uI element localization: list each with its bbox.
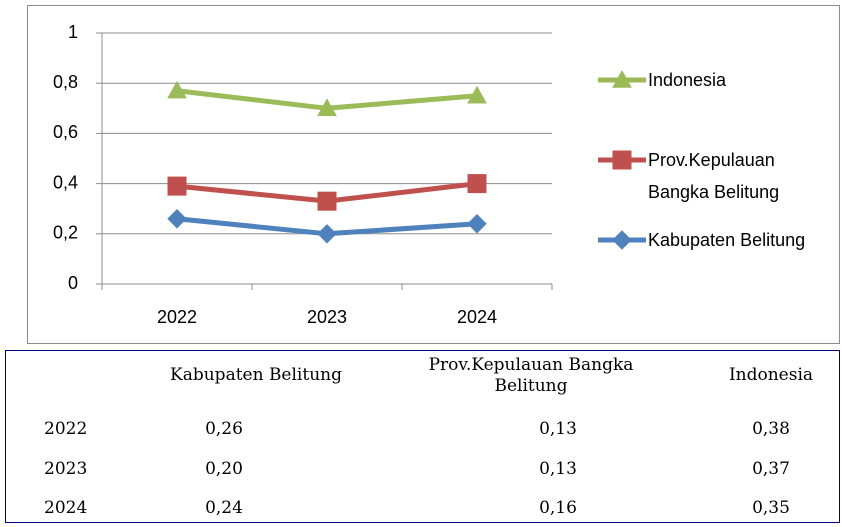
table-cell: 0,24 xyxy=(205,498,243,518)
marker xyxy=(467,174,487,194)
y-tick-label: 0,4 xyxy=(53,172,78,192)
column-header: Indonesia xyxy=(728,365,814,385)
row-label: 2024 xyxy=(44,498,88,518)
table-cell: 0,16 xyxy=(539,498,577,518)
table-cell: 0,13 xyxy=(539,419,577,439)
column-header: Prov.Kepulauan Bangka Belitung xyxy=(428,355,634,396)
legend-label: Prov.Kepulauan Bangka Belitung xyxy=(648,150,780,202)
y-tick-label: 1 xyxy=(68,22,78,42)
table-cell: 0,38 xyxy=(752,419,790,439)
table: Kabupaten Belitung Prov.Kepulauan Bangka … xyxy=(5,350,840,523)
marker xyxy=(612,230,632,250)
table-cell: 0,37 xyxy=(752,459,790,479)
chart-frame xyxy=(27,5,840,344)
marker xyxy=(317,191,337,211)
marker xyxy=(167,176,187,196)
column-header: Kabupaten Belitung xyxy=(170,365,342,385)
x-tick-label: 2024 xyxy=(457,307,497,327)
table-cell: 0,20 xyxy=(205,459,243,479)
table-cell: 0,13 xyxy=(539,459,577,479)
marker xyxy=(317,224,337,244)
legend-label: Kabupaten Belitung xyxy=(648,230,806,250)
y-tick-label: 0,8 xyxy=(53,72,78,92)
y-tick-label: 0,2 xyxy=(53,223,78,243)
table-cell: 0,26 xyxy=(205,419,243,439)
marker xyxy=(317,98,337,116)
y-tick-label: 0,6 xyxy=(53,122,78,142)
marker xyxy=(467,214,487,234)
chart: 0 0,2 0,4 0,6 0,8 1 2022 2023 2024 xyxy=(53,22,646,327)
table-cell: 0,35 xyxy=(752,498,790,518)
marker xyxy=(167,80,187,99)
y-tick-label: 0 xyxy=(68,273,78,293)
row-label: 2022 xyxy=(44,419,88,439)
legend-label: Indonesia xyxy=(648,70,727,90)
row-label: 2023 xyxy=(44,459,88,479)
marker xyxy=(467,85,487,104)
marker xyxy=(612,69,632,88)
x-tick-label: 2023 xyxy=(307,307,347,327)
marker xyxy=(612,150,632,170)
x-tick-label: 2022 xyxy=(157,307,197,327)
marker xyxy=(167,209,187,229)
